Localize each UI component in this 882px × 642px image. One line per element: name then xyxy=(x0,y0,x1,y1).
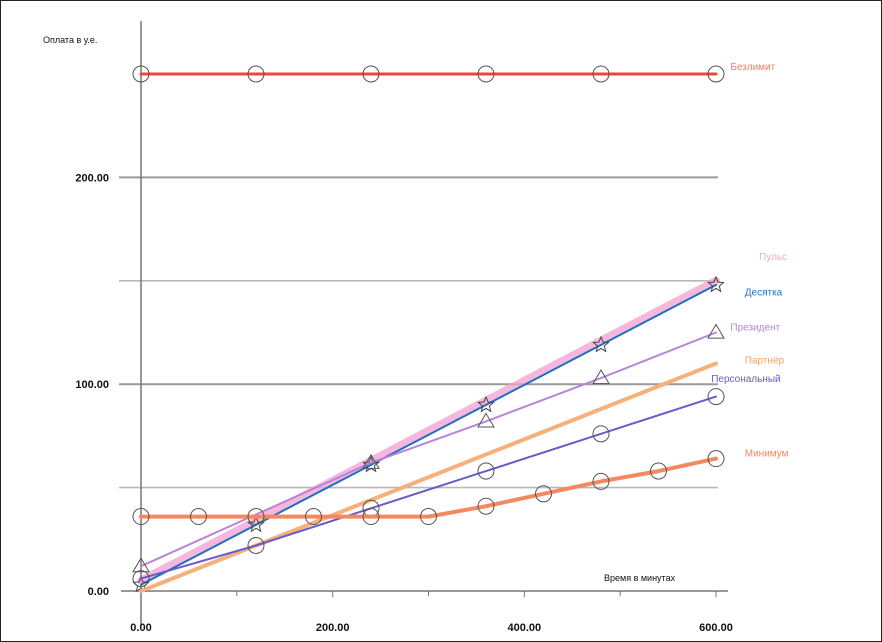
y-tick-label: 100.00 xyxy=(75,379,109,391)
circle-marker xyxy=(305,508,322,526)
x-axis-title: Время в минутах xyxy=(604,573,676,583)
triangle-marker xyxy=(132,557,150,573)
circle-marker xyxy=(132,570,150,588)
triangle-marker xyxy=(477,412,495,428)
y-tick-label: 200.00 xyxy=(75,172,109,184)
circle-marker xyxy=(707,450,725,468)
series-label: Партнёр xyxy=(745,356,785,367)
series-label: Пульс xyxy=(759,252,787,263)
triangle-marker xyxy=(707,323,725,339)
series-4 xyxy=(139,361,718,593)
circle-marker xyxy=(592,425,610,443)
gridlines xyxy=(119,176,718,489)
y-tick-labels: 0.00 100.00 200.00 xyxy=(75,172,109,598)
circle-marker xyxy=(707,388,725,406)
series-label: Персональный xyxy=(711,374,780,385)
series-label: Безлимит xyxy=(730,62,775,73)
circle-marker xyxy=(247,508,265,526)
circle-marker xyxy=(132,65,150,83)
circle-marker xyxy=(707,65,725,83)
x-tick-label: 0.00 xyxy=(130,622,151,634)
x-tick-label: 600.00 xyxy=(699,622,733,634)
circle-marker xyxy=(592,472,610,490)
star-marker xyxy=(132,575,150,593)
x-tick-label: 400.00 xyxy=(508,622,542,634)
circle-marker xyxy=(477,497,495,515)
star-marker xyxy=(592,335,610,353)
series-1 xyxy=(137,276,720,585)
circle-marker xyxy=(477,65,495,83)
series-labels: Безлимит Пульс Десятка Президент Партнёр Перс… xyxy=(711,62,788,460)
y-tick-label: 0.00 xyxy=(88,586,109,598)
circle-marker xyxy=(592,65,610,83)
triangle-marker xyxy=(592,369,610,385)
circle-marker xyxy=(535,485,552,503)
series-label: Президент xyxy=(730,322,780,333)
circle-marker xyxy=(420,508,437,526)
series-line xyxy=(140,395,717,580)
circle-marker xyxy=(477,462,495,480)
series-0 xyxy=(132,65,725,83)
series-layer xyxy=(132,65,725,593)
circle-marker xyxy=(247,537,265,555)
circle-marker xyxy=(190,508,207,526)
triangle-marker xyxy=(362,453,380,469)
x-tick-labels: 0.00 200.00 400.00 600.00 xyxy=(130,591,733,634)
star-marker xyxy=(707,275,725,293)
series-label: Десятка xyxy=(745,287,783,298)
series-line xyxy=(137,276,720,585)
series-3 xyxy=(132,323,725,573)
series-6 xyxy=(132,450,725,526)
circle-marker xyxy=(650,462,667,480)
circle-marker xyxy=(362,65,380,83)
axes xyxy=(121,21,728,626)
series-line xyxy=(139,361,718,593)
star-marker xyxy=(477,395,495,413)
series-line xyxy=(139,456,718,519)
series-line xyxy=(140,331,717,568)
circle-marker xyxy=(247,65,265,83)
series-line xyxy=(140,283,717,586)
series-label: Минимум xyxy=(745,449,789,460)
circle-marker xyxy=(132,508,150,526)
circle-marker xyxy=(362,508,380,526)
x-tick-label: 200.00 xyxy=(316,622,350,634)
y-axis-title: Оплата в у.е. xyxy=(43,35,97,45)
